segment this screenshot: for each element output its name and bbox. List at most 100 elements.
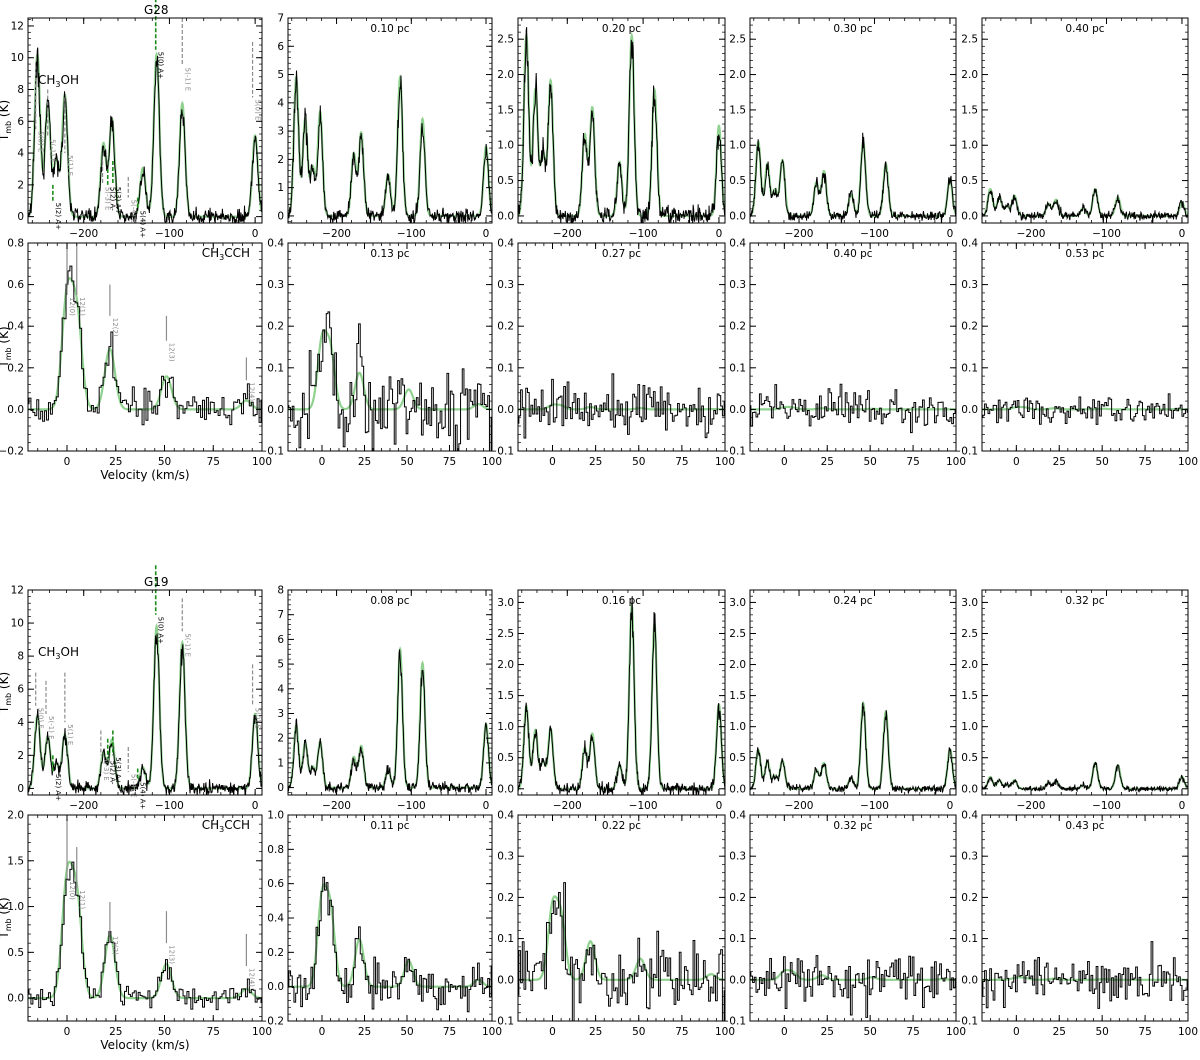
y-tick-label: −0.1	[953, 446, 979, 458]
x-tick-label: 0	[1179, 800, 1186, 812]
plot-area	[28, 623, 262, 795]
model-fit-line	[518, 31, 725, 218]
y-tick-label: 0.2	[729, 892, 746, 904]
y-tick-label: 0.0	[267, 404, 284, 416]
observed-spectrum-line	[28, 265, 262, 426]
molecule-label: CH3OH	[38, 645, 79, 661]
y-tick-label: 0.2	[961, 892, 978, 904]
x-tick-label: −100	[155, 228, 184, 240]
transition-label: 12(4)	[247, 382, 255, 401]
observed-spectrum-line	[982, 941, 1188, 1009]
y-tick-label: 2	[17, 179, 24, 191]
panel-title: 0.10 pc	[370, 23, 409, 35]
model-fit-line	[28, 860, 262, 1000]
x-tick-label: −100	[1092, 800, 1121, 812]
x-tick-label: 25	[109, 1026, 122, 1038]
molecule-label: CH3CCH	[202, 818, 250, 834]
panel-G19-CH3OH-4: −200 −100 0 0.0 0.5 1.0 1.5 2.0 2.5 3.0 0.32 pc	[961, 589, 1189, 812]
x-tick-label: 0	[781, 1026, 788, 1038]
plot-area	[982, 393, 1188, 425]
panel-title: 0.30 pc	[833, 23, 872, 35]
observed-spectrum-line	[288, 876, 492, 1013]
y-tick-label: 5	[277, 659, 284, 671]
panel-G28-CH3CCH-3: 0 25 50 75 100 −0.1 0.0 0.1 0.2 0.3 0.4 0.40 pc	[721, 238, 967, 469]
y-tick-label: 1.0	[497, 140, 514, 152]
plot-area	[28, 265, 262, 426]
y-tick-label: −0.1	[953, 1016, 979, 1028]
plot-area	[518, 596, 725, 795]
y-tick-label: 0.1	[497, 933, 514, 945]
panel-frame	[517, 242, 726, 452]
panel-title: 0.22 pc	[602, 820, 641, 832]
transition-label: 5(2) A-	[109, 187, 117, 211]
transition-label: 5(0) E	[37, 708, 45, 729]
y-tick-label: 0	[17, 783, 24, 795]
x-axis-label: Velocity (km/s)	[100, 468, 189, 482]
panel-G19-CH3OH-3: −200 −100 0 0.0 0.5 1.0 1.5 2.0 2.5 3.0 0.24 pc	[729, 589, 957, 812]
plot-area	[288, 311, 492, 451]
x-tick-label: 0	[947, 228, 954, 240]
y-tick-label: 2.5	[961, 628, 978, 640]
x-tick-label: −100	[155, 800, 184, 812]
y-tick-label: 3.0	[729, 597, 746, 609]
transition-label: 12(3)	[167, 343, 175, 362]
y-tick-label: −0.1	[489, 1016, 515, 1028]
y-tick-label: 1.5	[497, 104, 514, 116]
y-tick-label: 2.0	[497, 659, 514, 671]
transition-label: 5(2) A-	[109, 761, 117, 785]
y-tick-label: 0.5	[961, 752, 978, 764]
y-tick-label: 1.0	[729, 721, 746, 733]
panel-G28-CH3CCH-1: 0 25 50 75 100 −0.1 0.0 0.1 0.2 0.3 0.4 0.13 pc	[259, 238, 503, 469]
transition-label: 5(-1) E	[183, 68, 191, 92]
y-tick-label: 0.1	[267, 362, 284, 374]
panel-frame	[981, 242, 1189, 452]
plot-area	[750, 700, 956, 795]
x-tick-label: 75	[906, 456, 919, 468]
x-tick-label: 0	[1013, 1026, 1020, 1038]
plot-area	[982, 761, 1188, 793]
model-fit-line	[750, 700, 956, 790]
y-tick-label: 4	[17, 717, 24, 729]
x-tick-label: 0	[319, 1026, 326, 1038]
y-tick-label: 2.0	[729, 69, 746, 81]
y-tick-label: 0.0	[7, 993, 24, 1005]
model-fit-line	[518, 601, 725, 790]
x-tick-label: 50	[400, 456, 413, 468]
y-tick-label: 0.8	[267, 844, 284, 856]
x-tick-label: 25	[109, 456, 122, 468]
y-tick-label: 0	[17, 211, 24, 223]
model-fit-line	[750, 139, 956, 218]
y-tick-label: 1.0	[961, 140, 978, 152]
y-tick-label: 0.4	[729, 810, 746, 822]
model-fit-line	[982, 405, 1188, 411]
y-tick-label: 1.0	[7, 901, 24, 913]
y-tick-label: 1.0	[497, 721, 514, 733]
y-tick-label: 1.5	[497, 690, 514, 702]
panel-title: 0.53 pc	[1065, 248, 1104, 260]
x-tick-label: −100	[397, 800, 426, 812]
y-tick-label: 0.0	[729, 210, 746, 222]
y-tick-label: 1.0	[729, 140, 746, 152]
panel-G19-CH3OH-0: 5(0) E 5(-1) E5(2) A+5(1) E5(-3) E5(2) A-…	[0, 565, 263, 812]
observed-spectrum-line	[982, 393, 1188, 425]
transition-label: 5(2) A+	[54, 774, 62, 801]
panel-frame	[287, 17, 493, 224]
y-tick-label: 0.5	[497, 175, 514, 187]
x-tick-label: 75	[207, 456, 220, 468]
x-tick-label: −100	[629, 800, 658, 812]
y-tick-label: 2.5	[497, 34, 514, 46]
panel-title: 0.24 pc	[833, 595, 872, 607]
x-tick-label: 50	[400, 1026, 413, 1038]
source-name: G28	[144, 3, 169, 17]
y-tick-label: 0.8	[7, 238, 24, 250]
x-tick-label: −200	[1017, 228, 1046, 240]
y-tick-label: 0.4	[961, 810, 978, 822]
transition-label: 5(-1) E	[183, 633, 191, 657]
x-tick-label: 75	[1138, 1026, 1151, 1038]
panel-G28-CH3CCH-0: 12(0) 12(1) 12(2) 12(3) 12(4) 0 25 50 75 100 −0.2 0…	[0, 238, 272, 483]
y-tick-label: 6	[277, 634, 284, 646]
y-tick-label: 0.5	[729, 175, 746, 187]
model-fit-line	[288, 328, 492, 411]
transition-label: 5(4) A+	[139, 782, 147, 809]
